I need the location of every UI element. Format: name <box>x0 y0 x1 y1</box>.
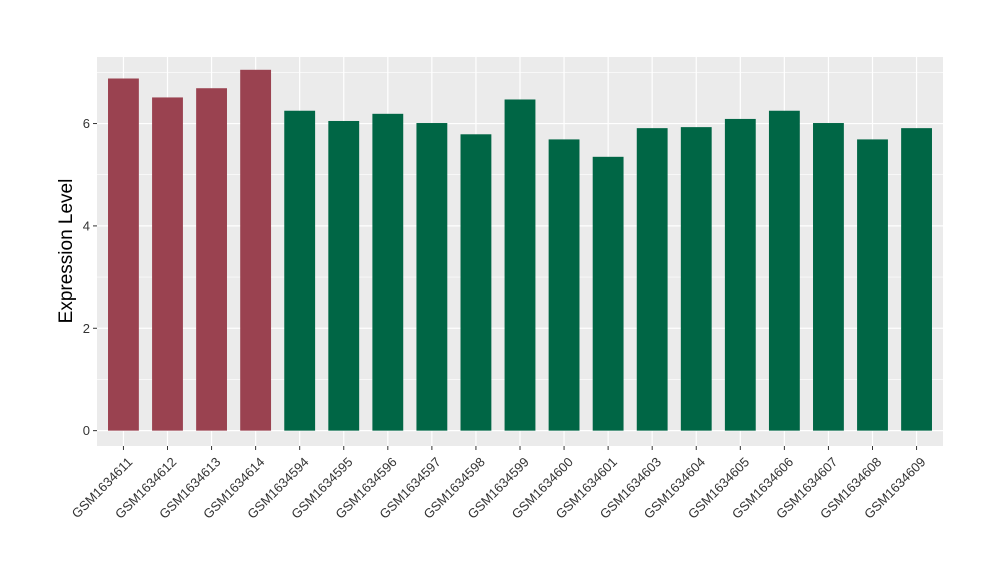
bars <box>108 69 932 431</box>
bar-GSM1634600 <box>548 139 580 431</box>
x-axis: GSM1634611GSM1634612GSM1634613GSM1634614… <box>69 446 928 522</box>
y-tick-label: 4 <box>83 218 90 233</box>
bar-GSM1634598 <box>460 134 492 431</box>
bar-GSM1634599 <box>504 99 536 431</box>
bar-GSM1634605 <box>724 118 756 431</box>
bar-GSM1634612 <box>152 97 183 431</box>
bar-GSM1634609 <box>901 128 932 431</box>
bar-GSM1634595 <box>328 120 360 431</box>
y-axis: 0 2 4 6 <box>83 116 97 438</box>
bar-GSM1634603 <box>636 128 668 431</box>
bar-GSM1634597 <box>416 123 448 431</box>
bar-GSM1634601 <box>592 156 624 431</box>
bar-GSM1634606 <box>768 110 800 431</box>
y-tick-label: 2 <box>83 321 90 336</box>
bar-GSM1634594 <box>284 110 316 431</box>
bar-GSM1634607 <box>813 123 844 431</box>
y-axis-label: Expression Level <box>56 179 77 324</box>
bar-GSM1634604 <box>680 127 712 431</box>
y-tick-label: 0 <box>83 423 90 438</box>
bar-GSM1634611 <box>108 78 139 431</box>
bar-GSM1634608 <box>857 139 888 431</box>
y-tick-label: 6 <box>83 116 90 131</box>
bar-GSM1634614 <box>240 69 272 431</box>
bar-GSM1634596 <box>372 113 404 431</box>
bar-GSM1634613 <box>196 88 227 431</box>
